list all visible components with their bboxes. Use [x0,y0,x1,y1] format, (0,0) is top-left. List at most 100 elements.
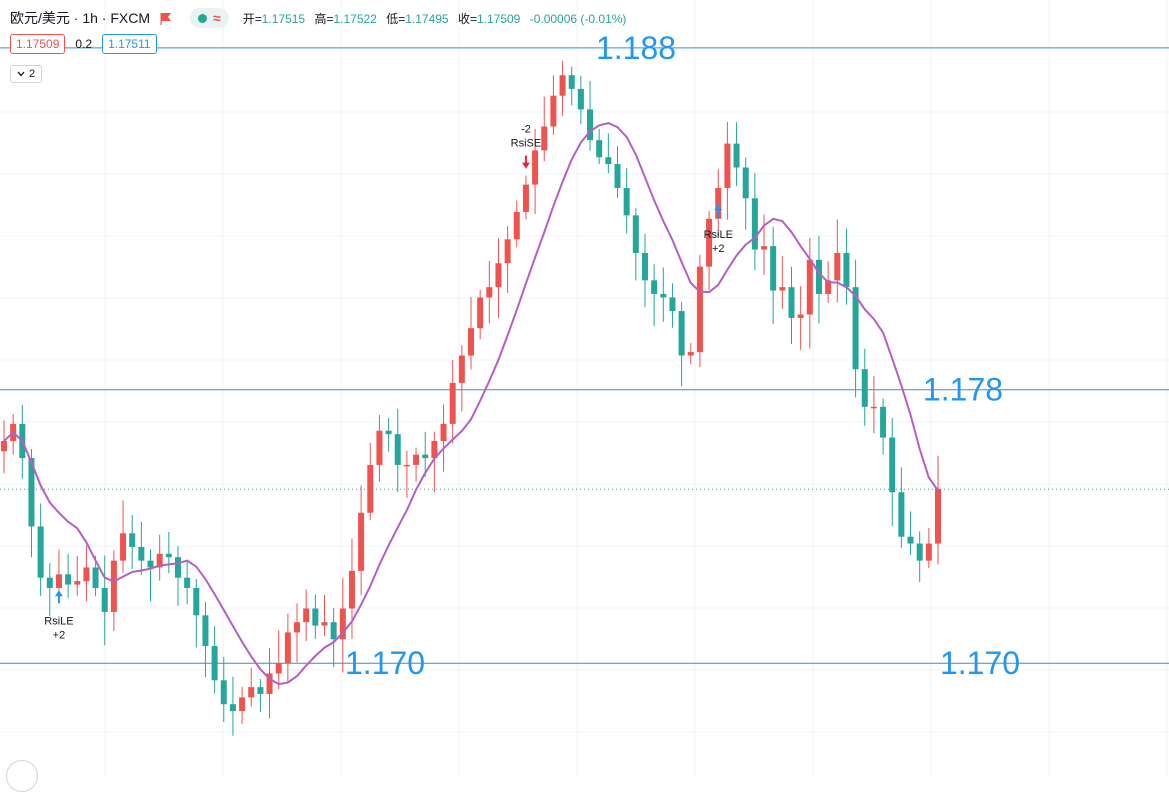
candle-body [248,687,255,698]
candle-body [129,533,136,547]
candle-body [861,369,868,407]
candle-body [358,512,365,571]
candle-body [330,622,337,640]
candle-body [211,646,218,681]
level-labels: 1.188 1.178 1.170 1.170 [345,30,1020,681]
candle-body [687,352,694,356]
candle-body [28,458,35,527]
candle-body [761,246,768,250]
candle-body [935,488,941,544]
candle-body [101,587,108,612]
candle-body [37,526,44,578]
candle-body [174,557,181,578]
candle-body [65,574,72,585]
trade-buttons: 1.17509 0.2 1.17511 [10,34,157,54]
candle-body [120,533,127,561]
candle-body [468,328,474,356]
candle-body [916,543,923,561]
signal-qty: +2 [53,629,66,641]
candles [1,60,941,736]
candle-body [46,577,53,588]
candle-body [110,560,117,612]
settings-corner-icon[interactable] [6,760,38,792]
high-label: 高= [314,11,334,26]
candle-body [458,355,465,383]
close-value: 1.17509 [476,11,521,26]
level-label: 1.170 [940,645,1020,681]
candle-body [74,581,81,585]
candle-body [834,252,841,281]
chart-canvas[interactable]: RsiLE +2 -2 RsiSE RsiLE +2 1.188 1.178 1.170 1.1… [0,0,1169,776]
candle-body [138,546,145,561]
candle-body [706,218,713,267]
level-label: 1.170 [345,645,425,681]
candle-body [220,680,227,705]
candle-body [907,536,914,544]
ohlc-values: 开=1.17515 高=1.17522 低=1.17495 收=1.17509 … [243,10,627,27]
candle-body [806,259,813,315]
candle-body [651,280,658,294]
candle-body [348,570,355,609]
buy-button[interactable]: 1.17511 [102,34,157,54]
candle-body [504,239,511,264]
candle-body [925,543,932,561]
candle-body [815,259,822,294]
candle-body [843,252,850,288]
sell-button[interactable]: 1.17509 [10,34,66,54]
candle-body [385,430,392,435]
candle-body [403,464,410,467]
short-arrow-icon [521,155,530,169]
candle-body [669,297,676,312]
level-label: 1.178 [923,372,1003,408]
candle-body [239,697,246,712]
candle-body [898,492,905,537]
candle-body [394,434,401,465]
candle-body [303,608,310,623]
candle-body [440,423,447,441]
candle-body [229,704,236,712]
horizontal-levels [0,47,1169,664]
market-status-pill[interactable]: ≈ [190,8,229,28]
candle-body [541,126,548,151]
candle-body [559,75,566,96]
candle-body [751,198,758,250]
candle-body [339,608,346,640]
candle-body [550,95,557,127]
candle-body [696,266,703,353]
candle-body [577,88,584,110]
candle-body [367,464,374,513]
candle-body [477,297,484,329]
candle-body [321,622,328,626]
candle-body [522,184,529,212]
indicator-collapse-button[interactable]: 2 [10,65,42,83]
live-dot-icon [198,13,208,23]
candle-body [587,109,594,141]
candle-body [614,164,621,189]
level-label: 1.188 [596,30,676,66]
candle-body [431,440,438,459]
signal-qty: +2 [712,243,725,255]
candle-body [513,211,520,240]
candle-body [733,143,740,168]
candle-body [486,287,493,298]
chart-grid [0,0,1169,776]
candle-body [449,382,456,424]
candle-body [596,140,603,158]
candle-body [193,587,200,616]
candle-body [779,287,786,291]
candle-body [294,622,301,633]
candle-body [605,157,612,165]
candle-body [770,246,777,291]
legend-header: 欧元/美元 · 1h · FXCM ≈ 开=1.17515 高=1.17522 … [10,8,626,28]
low-label: 低= [386,11,406,26]
spread-value: 0.2 [75,37,93,51]
symbol-title[interactable]: 欧元/美元 · 1h · FXCM [10,10,151,26]
low-value: 1.17495 [405,11,449,26]
high-value: 1.17522 [333,11,377,26]
candle-body [284,632,291,664]
close-label: 收= [457,11,477,26]
candle-body [495,263,502,288]
long-arrow-icon [714,204,723,218]
flag-icon[interactable] [160,12,172,25]
